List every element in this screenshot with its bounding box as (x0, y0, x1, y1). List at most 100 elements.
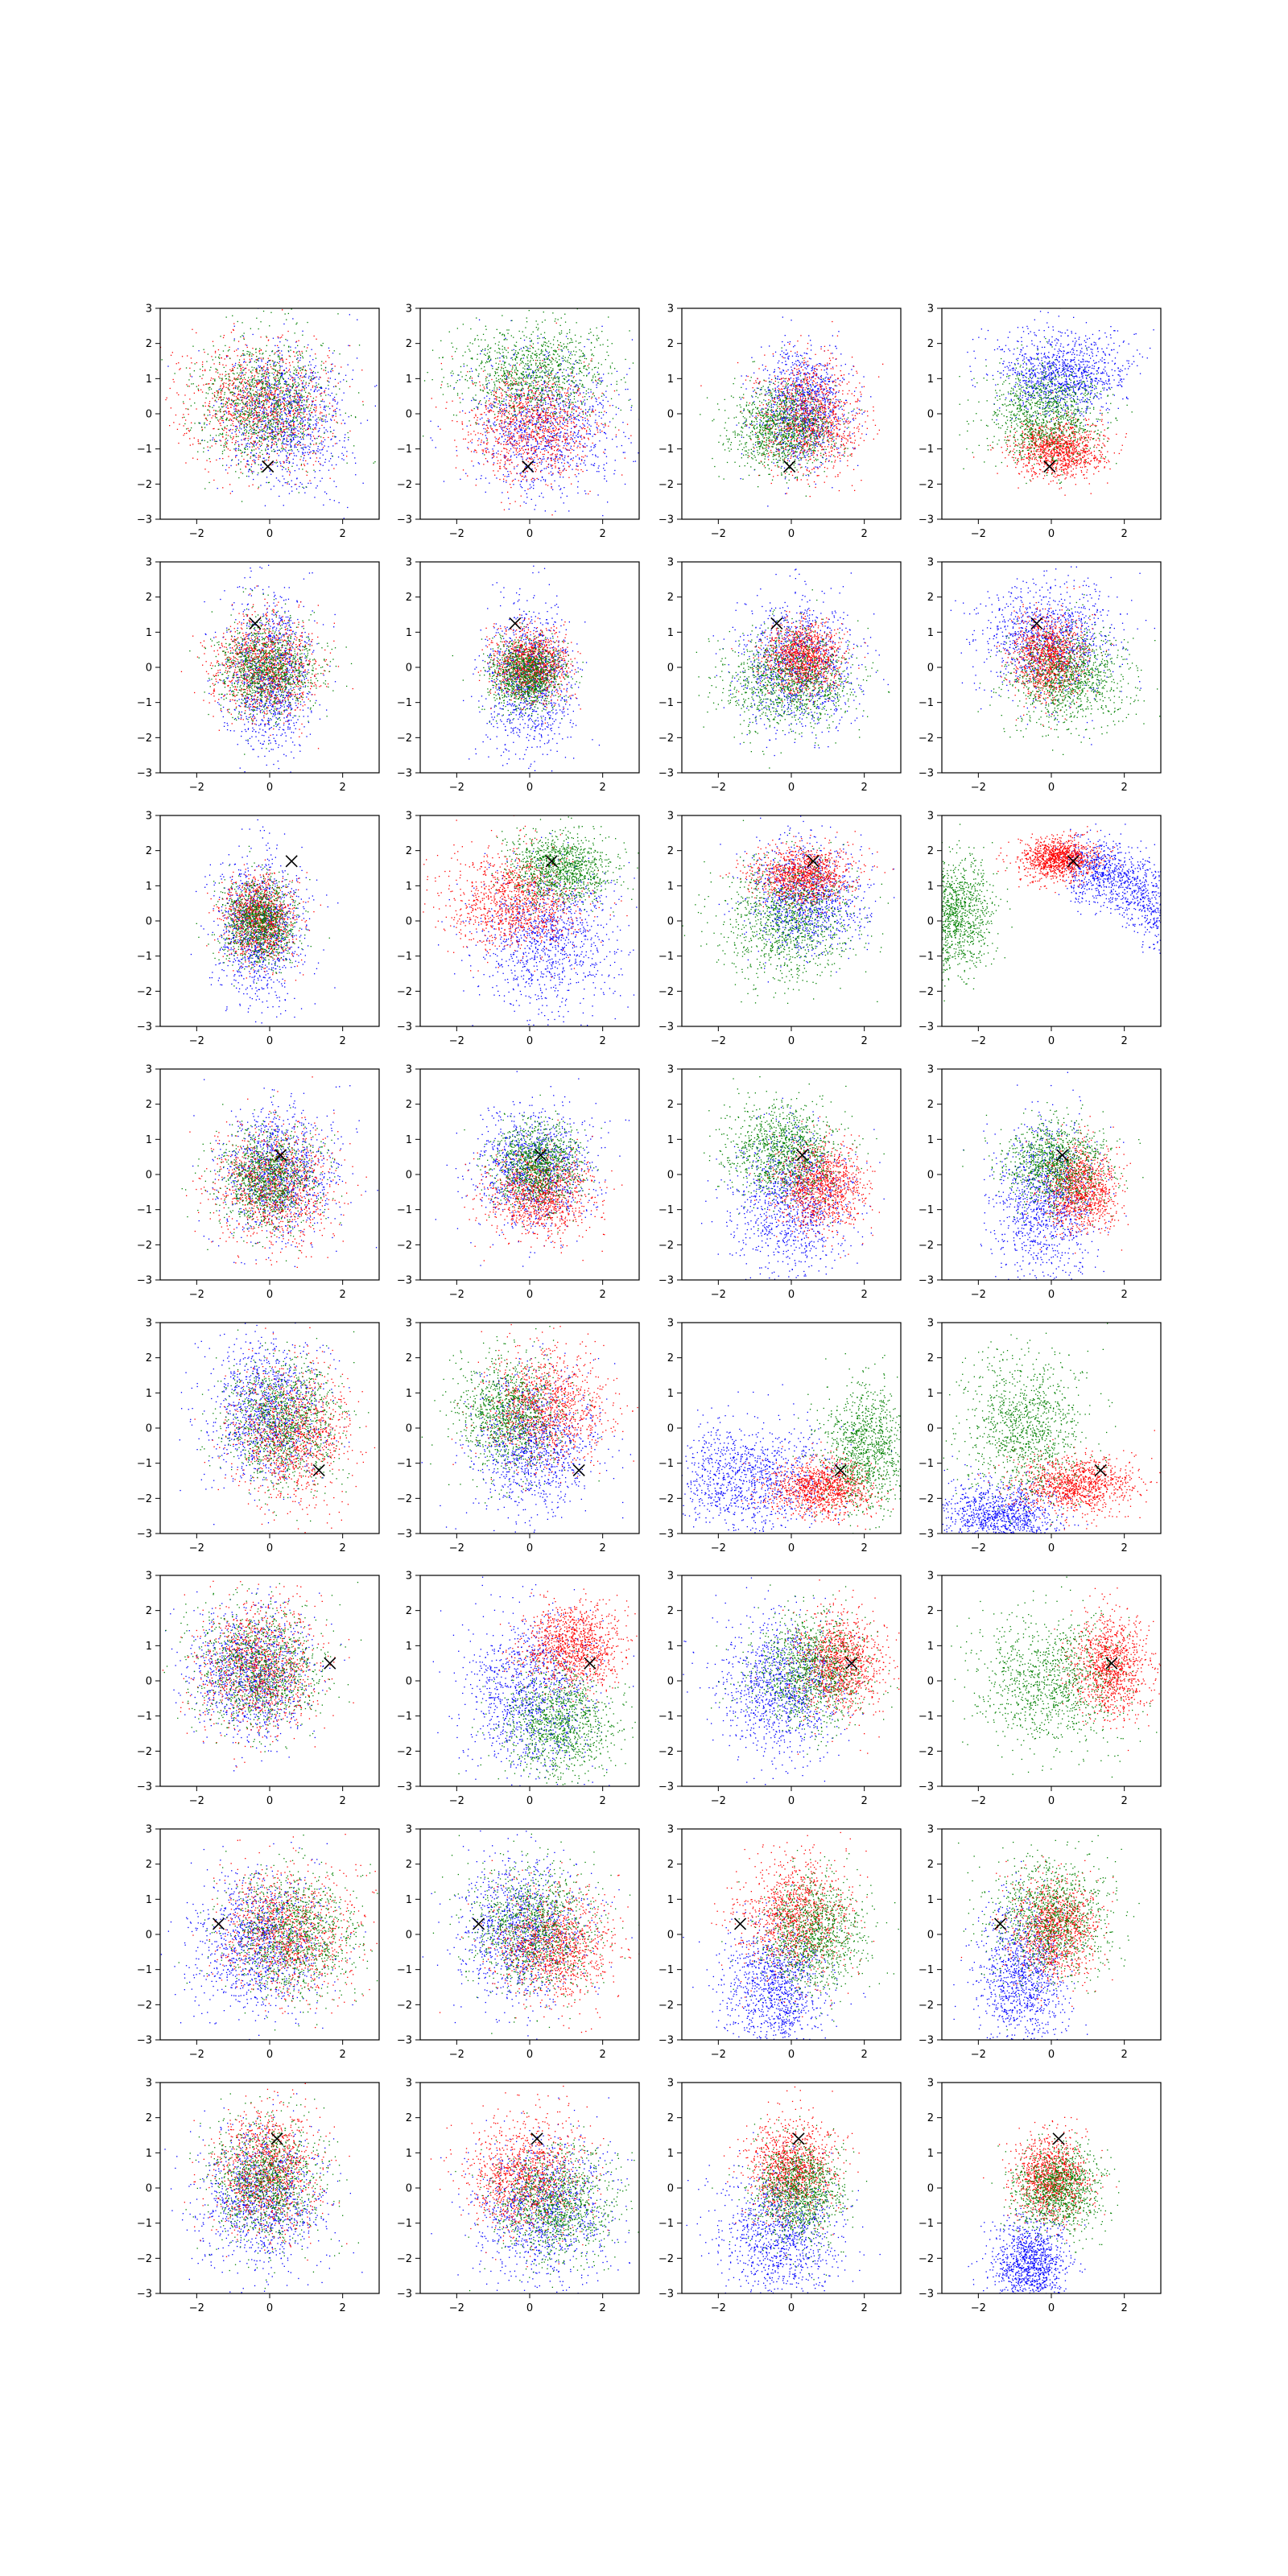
point (541, 400, 542, 401)
point (279, 422, 280, 423)
point (297, 449, 298, 450)
point (621, 445, 622, 446)
point (288, 436, 289, 437)
point (298, 402, 299, 403)
point (581, 460, 582, 461)
point (186, 428, 187, 429)
point (209, 401, 210, 402)
point (554, 395, 555, 396)
point (250, 470, 251, 471)
point (263, 409, 264, 410)
point (521, 476, 522, 477)
point (521, 394, 522, 395)
point (209, 369, 210, 370)
point (328, 389, 329, 390)
point (298, 441, 299, 442)
point (361, 369, 362, 370)
point (252, 375, 253, 376)
point (521, 486, 522, 487)
point (438, 426, 439, 427)
point (245, 374, 246, 375)
point (548, 410, 549, 411)
point (271, 447, 272, 448)
point (577, 390, 578, 391)
point (304, 444, 305, 445)
point (505, 338, 506, 339)
point (493, 424, 494, 425)
point (558, 445, 559, 446)
point (468, 442, 469, 443)
point (589, 372, 590, 373)
point (468, 448, 469, 449)
point (314, 367, 315, 368)
point (248, 377, 249, 378)
point (542, 459, 543, 460)
point (260, 410, 261, 411)
point (267, 367, 268, 368)
point (327, 451, 328, 452)
point (304, 465, 305, 466)
point (219, 389, 220, 390)
point (249, 430, 250, 431)
point (234, 413, 235, 414)
point (541, 384, 542, 385)
point (536, 423, 537, 424)
point (470, 440, 471, 441)
point (221, 428, 222, 429)
point (521, 456, 522, 457)
point (571, 373, 572, 374)
point (207, 442, 208, 443)
point (186, 433, 187, 434)
point (291, 430, 292, 431)
point (490, 427, 491, 428)
point (295, 428, 296, 429)
point (571, 416, 572, 417)
point (532, 409, 533, 410)
point (537, 422, 538, 423)
point (299, 437, 300, 438)
point (295, 347, 296, 348)
point (538, 418, 539, 419)
point (280, 337, 281, 338)
point (290, 356, 291, 357)
point (567, 449, 568, 450)
point (606, 463, 607, 464)
point (542, 376, 543, 377)
point (598, 471, 599, 472)
point (294, 401, 295, 402)
point (302, 487, 303, 488)
point (312, 375, 313, 376)
point (291, 403, 292, 404)
point (275, 411, 276, 412)
point (263, 395, 264, 396)
point (272, 368, 273, 369)
point (520, 408, 521, 409)
point (519, 473, 520, 474)
point (239, 399, 240, 400)
point (269, 390, 270, 391)
point (222, 465, 223, 466)
point (539, 429, 540, 430)
point (300, 456, 301, 457)
point (315, 411, 316, 412)
point (536, 455, 537, 456)
point (595, 455, 596, 456)
point (278, 440, 279, 441)
point (247, 403, 248, 404)
point (286, 414, 287, 415)
point (224, 397, 225, 398)
point (557, 422, 558, 423)
point (265, 418, 266, 419)
point (296, 464, 297, 465)
point (227, 356, 228, 357)
point (271, 442, 272, 443)
point (271, 438, 272, 439)
point (532, 458, 533, 459)
point (508, 431, 509, 432)
point (262, 400, 263, 401)
point (220, 409, 221, 410)
point (256, 359, 257, 360)
point (559, 426, 560, 427)
point (278, 429, 279, 430)
